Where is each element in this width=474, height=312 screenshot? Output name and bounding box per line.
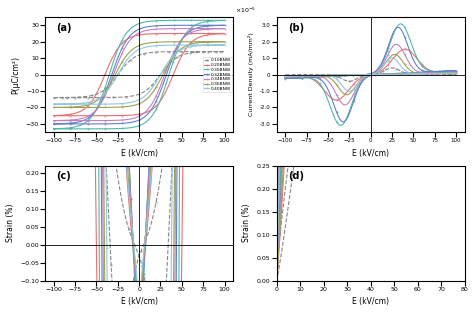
0.20BNW: [174, 63, 180, 67]
0.36BNW: [174, 50, 180, 54]
0.40BNW: [222, 43, 228, 47]
0.10BNW: [185, 51, 191, 55]
Line: 0.40BNW: 0.40BNW: [53, 44, 225, 105]
0.20BNW: [185, 44, 191, 48]
0.34BNW: [185, 32, 191, 36]
0.10BNW: [98, 96, 104, 100]
Text: (c): (c): [56, 171, 71, 181]
0.34BNW: [72, 118, 78, 122]
Text: (a): (a): [56, 23, 72, 33]
0.32BNW: [133, 119, 139, 123]
0.36BNW: [51, 105, 56, 109]
0.20BNW: [98, 114, 104, 118]
0.32BNW: [194, 26, 200, 30]
0.32BNW: [222, 23, 228, 27]
0.36BNW: [222, 40, 228, 44]
0.34BNW: [51, 119, 56, 122]
0.40BNW: [174, 50, 180, 54]
0.30BNW: [98, 127, 104, 131]
0.40BNW: [185, 46, 191, 49]
Line: 0.32BNW: 0.32BNW: [53, 25, 225, 124]
0.10BNW: [72, 95, 78, 99]
0.20BNW: [194, 37, 200, 40]
0.30BNW: [185, 29, 191, 33]
0.32BNW: [98, 122, 104, 126]
0.34BNW: [222, 27, 228, 31]
Line: 0.20BNW: 0.20BNW: [53, 33, 225, 116]
Text: (b): (b): [288, 23, 304, 33]
Line: 0.36BNW: 0.36BNW: [53, 41, 225, 108]
0.30BNW: [51, 127, 56, 131]
X-axis label: E (kV/cm): E (kV/cm): [352, 149, 389, 158]
0.40BNW: [51, 102, 56, 106]
0.36BNW: [133, 103, 139, 107]
X-axis label: E (kV/cm): E (kV/cm): [121, 149, 158, 158]
0.40BNW: [72, 102, 78, 106]
0.36BNW: [194, 41, 200, 45]
0.36BNW: [72, 105, 78, 109]
0.10BNW: [51, 96, 56, 100]
0.34BNW: [51, 119, 56, 123]
0.20BNW: [51, 114, 56, 118]
Y-axis label: Strain (%): Strain (%): [6, 204, 15, 242]
0.30BNW: [72, 125, 78, 129]
Line: 0.30BNW: 0.30BNW: [53, 20, 225, 129]
Text: $\times10^{-5}$: $\times10^{-5}$: [236, 5, 257, 15]
0.20BNW: [72, 111, 78, 115]
0.10BNW: [133, 93, 139, 97]
0.36BNW: [185, 43, 191, 47]
0.30BNW: [51, 127, 56, 131]
0.10BNW: [222, 50, 228, 53]
0.32BNW: [51, 122, 56, 126]
0.36BNW: [98, 105, 104, 109]
Legend: 0.10BNW, 0.20BNW, 0.30BNW, 0.32BNW, 0.34BNW, 0.36BNW, 0.40BNW: 0.10BNW, 0.20BNW, 0.30BNW, 0.32BNW, 0.34…: [202, 57, 232, 92]
0.10BNW: [51, 96, 56, 100]
0.34BNW: [98, 119, 104, 123]
Y-axis label: Strain (%): Strain (%): [242, 204, 251, 242]
0.32BNW: [174, 45, 180, 48]
0.10BNW: [174, 55, 180, 59]
0.34BNW: [133, 116, 139, 119]
Y-axis label: P(μC/cm²): P(μC/cm²): [11, 56, 20, 94]
Line: 0.10BNW: 0.10BNW: [53, 51, 225, 98]
Line: 0.34BNW: 0.34BNW: [53, 28, 225, 121]
0.30BNW: [194, 22, 200, 26]
0.34BNW: [174, 44, 180, 47]
0.36BNW: [51, 106, 56, 110]
0.30BNW: [222, 18, 228, 22]
0.20BNW: [51, 114, 56, 117]
0.40BNW: [51, 102, 56, 106]
X-axis label: E (kV/cm): E (kV/cm): [352, 297, 389, 306]
Text: (d): (d): [288, 171, 304, 181]
0.20BNW: [222, 32, 228, 35]
0.30BNW: [133, 125, 139, 129]
Y-axis label: Current Density (mA/mm²): Current Density (mA/mm²): [248, 33, 254, 116]
0.40BNW: [98, 102, 104, 106]
0.20BNW: [133, 113, 139, 117]
0.10BNW: [194, 50, 200, 54]
0.30BNW: [174, 48, 180, 52]
X-axis label: E (kV/cm): E (kV/cm): [121, 297, 158, 306]
0.40BNW: [194, 44, 200, 48]
0.32BNW: [51, 122, 56, 126]
0.34BNW: [194, 29, 200, 32]
0.32BNW: [72, 121, 78, 124]
0.40BNW: [133, 99, 139, 103]
0.32BNW: [185, 31, 191, 35]
